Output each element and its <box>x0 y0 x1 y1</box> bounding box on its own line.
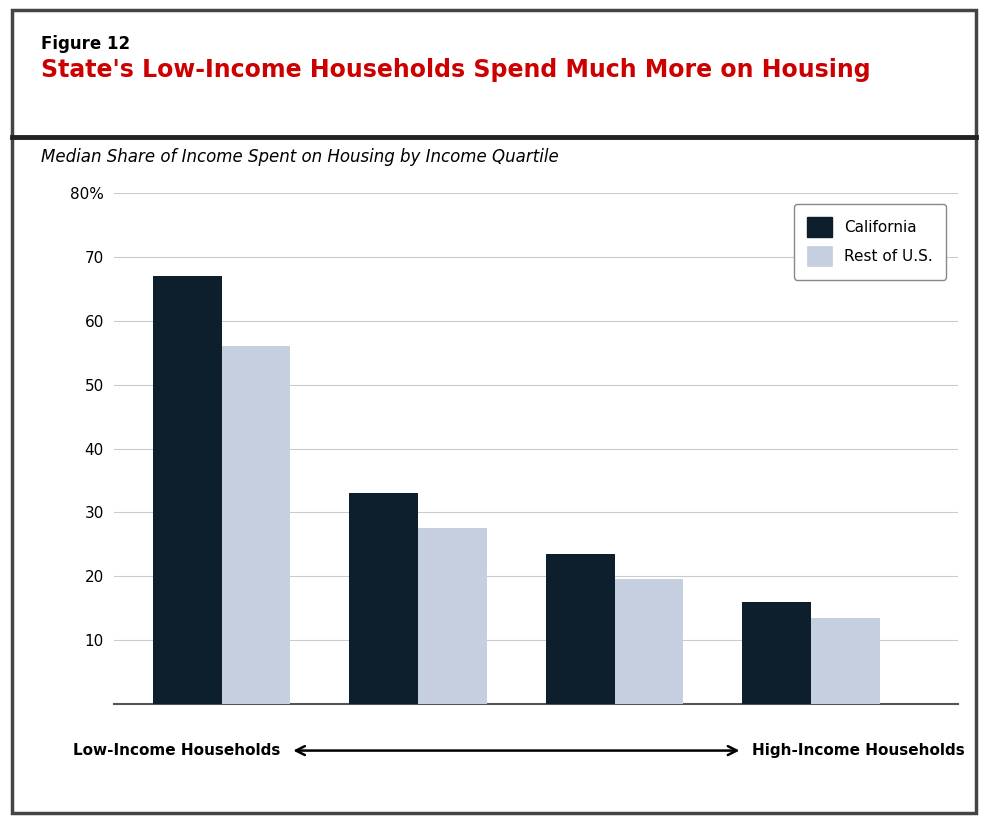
Bar <box>350 493 418 704</box>
Bar <box>545 554 615 704</box>
Text: Low-Income Households: Low-Income Households <box>73 743 281 758</box>
Bar <box>811 617 879 704</box>
Text: State's Low-Income Households Spend Much More on Housing: State's Low-Income Households Spend Much… <box>41 58 871 81</box>
Bar <box>221 346 290 704</box>
Bar <box>153 277 221 704</box>
Bar <box>418 528 487 704</box>
Text: Figure 12: Figure 12 <box>41 35 130 53</box>
Legend: California, Rest of U.S.: California, Rest of U.S. <box>793 203 947 280</box>
Text: Median Share of Income Spent on Housing by Income Quartile: Median Share of Income Spent on Housing … <box>41 148 559 166</box>
Text: High-Income Households: High-Income Households <box>752 743 965 758</box>
Bar <box>615 579 684 704</box>
Bar <box>742 602 811 704</box>
